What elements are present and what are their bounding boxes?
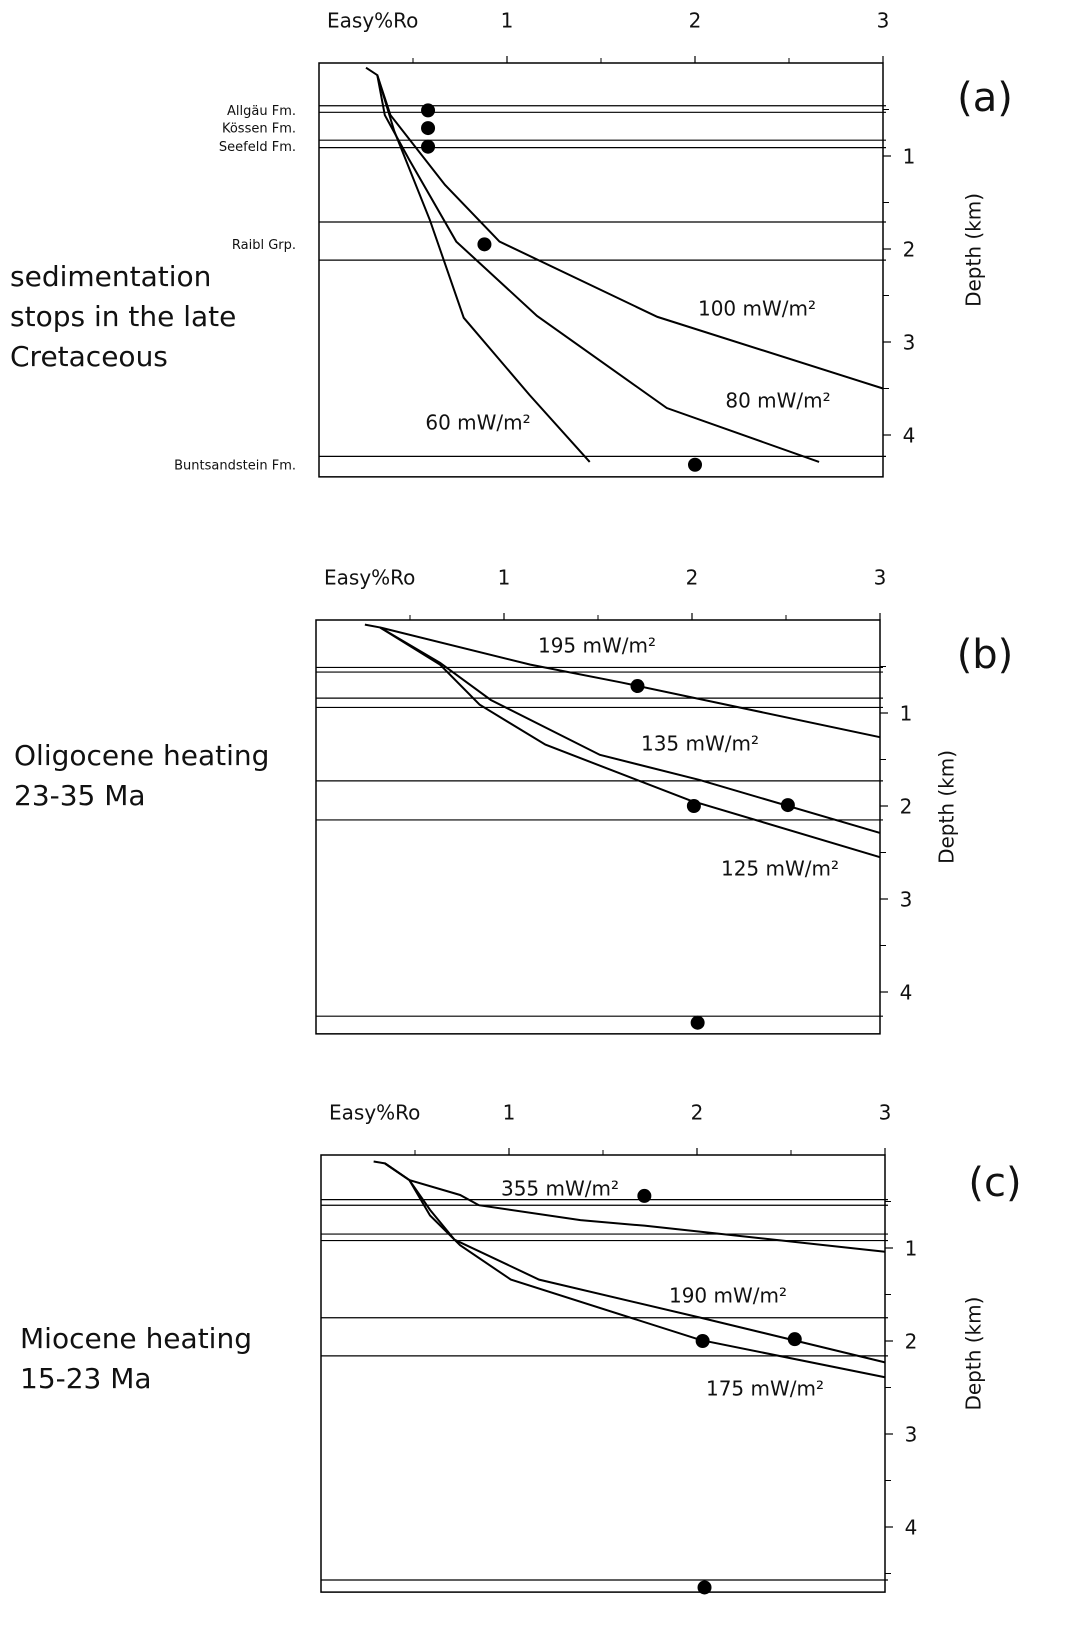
heat-flow-curve [384, 1162, 886, 1364]
ro-sample [780, 798, 795, 813]
formation-label: Kössen Fm. [222, 122, 296, 137]
curve-label: 60 mW/m² [425, 411, 530, 435]
y-axis-label: Depth (km) [962, 193, 986, 307]
x-tick-label: 1 [498, 566, 511, 590]
formation-label: Buntsandstein Fm. [174, 458, 296, 473]
ro-sample [695, 1334, 710, 1348]
curve-label: 195 mW/m² [538, 634, 656, 658]
y-tick-label: 1 [900, 702, 913, 726]
y-tick-label: 1 [903, 145, 916, 169]
y-tick-label: 3 [900, 888, 913, 912]
ro-sample [421, 103, 436, 118]
ro-sample [787, 1332, 802, 1347]
formation-label: Seefeld Fm. [219, 140, 296, 155]
ro-sample [421, 121, 436, 136]
panel-label: (a) [957, 75, 1013, 121]
y-tick-label: 4 [905, 1516, 918, 1540]
panel-note: 23-35 Ma [14, 779, 146, 812]
ro-sample [686, 799, 701, 813]
y-tick-label: 4 [900, 981, 913, 1005]
x-axis-label: Easy%Ro [327, 9, 418, 33]
formation-label: Allgäu Fm. [227, 104, 296, 119]
y-tick-label: 2 [903, 238, 916, 262]
y-tick-label: 3 [903, 331, 916, 355]
y-tick-label: 2 [900, 795, 913, 819]
panel-label: (b) [957, 632, 1014, 678]
plot-frame [315, 619, 881, 1035]
curve-label: 125 mW/m² [721, 857, 839, 881]
x-tick-label: 2 [691, 1101, 704, 1125]
x-tick-label: 3 [879, 1101, 892, 1125]
heat-flow-curve [364, 623, 881, 739]
panel-note: Cretaceous [10, 340, 168, 373]
heat-flow-curve [373, 1160, 886, 1253]
y-axis-label: Depth (km) [962, 1297, 986, 1411]
y-axis-label: Depth (km) [935, 750, 959, 864]
ro-sample [477, 237, 492, 252]
x-axis-label: Easy%Ro [324, 566, 415, 590]
y-tick-label: 1 [905, 1237, 918, 1261]
formation-label: Raibl Grp. [232, 238, 296, 253]
x-tick-label: 3 [877, 9, 890, 33]
heat-flow-curve [376, 74, 884, 390]
panel-label: (c) [968, 1160, 1021, 1206]
x-axis-label: Easy%Ro [329, 1101, 420, 1125]
x-tick-label: 1 [501, 9, 514, 33]
x-tick-label: 3 [874, 566, 887, 590]
x-tick-label: 2 [689, 9, 702, 33]
panel-note: Oligocene heating [14, 739, 269, 772]
heat-flow-curve [379, 626, 881, 834]
plot-frame [318, 62, 884, 478]
curve-label: 355 mW/m² [501, 1177, 619, 1201]
ro-sample [688, 457, 702, 472]
plot-frame [320, 1154, 886, 1593]
heat-flow-curve [376, 74, 820, 463]
curve-label: 100 mW/m² [698, 297, 816, 321]
panel-note: sedimentation [10, 260, 211, 293]
curve-label: 135 mW/m² [641, 732, 759, 756]
heat-flow-curve [379, 626, 881, 859]
curve-label: 175 mW/m² [706, 1377, 824, 1401]
y-tick-label: 2 [905, 1330, 918, 1354]
y-tick-label: 4 [903, 424, 916, 448]
ro-sample [697, 1580, 712, 1595]
x-tick-label: 1 [503, 1101, 516, 1125]
ro-sample [630, 679, 645, 694]
curve-label: 80 mW/m² [725, 389, 830, 413]
curve-label: 190 mW/m² [669, 1284, 787, 1308]
x-tick-label: 2 [686, 566, 699, 590]
ro-sample [637, 1188, 652, 1203]
ro-sample [421, 139, 436, 154]
panel-note: 15-23 Ma [20, 1362, 152, 1395]
ro-sample [690, 1015, 705, 1030]
y-tick-label: 3 [905, 1423, 918, 1447]
panel-note: stops in the late [10, 300, 236, 333]
panel-note: Miocene heating [20, 1322, 252, 1355]
